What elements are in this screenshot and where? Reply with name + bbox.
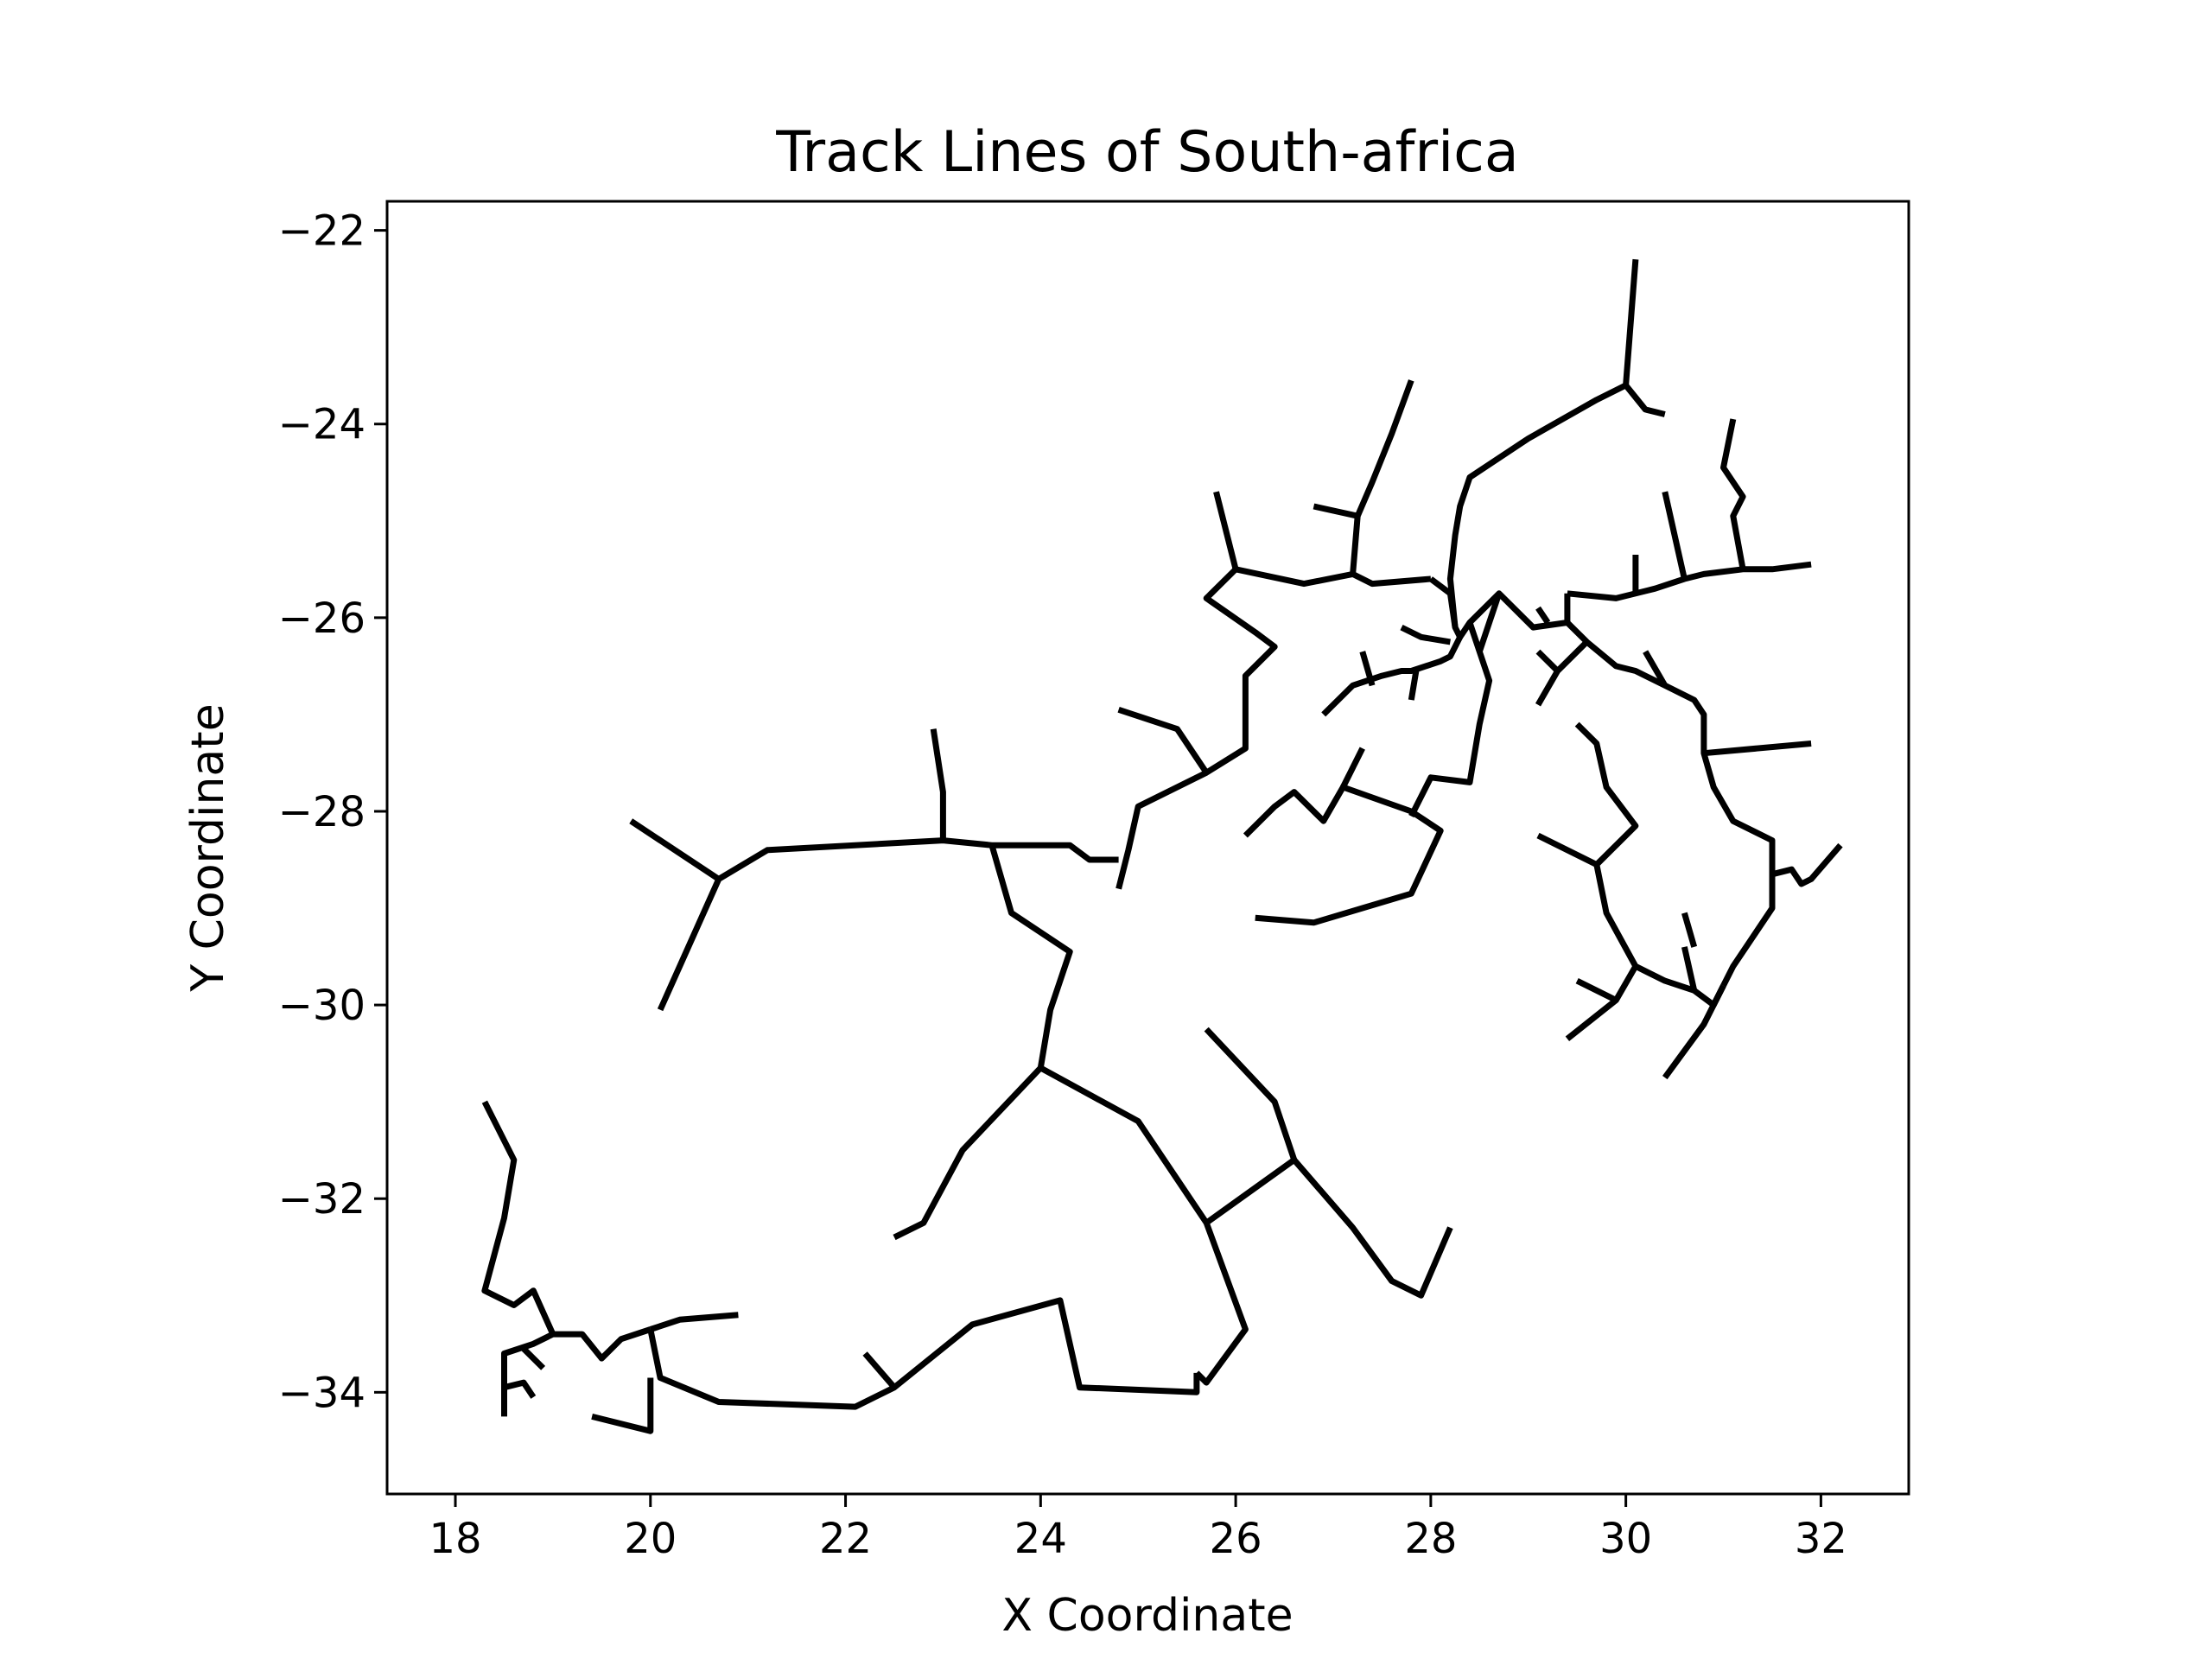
- x-tick-label: 28: [1404, 1515, 1457, 1563]
- track-line-23: [1567, 561, 1812, 601]
- y-tick-label: −30: [278, 982, 365, 1030]
- track-line-46: [1681, 946, 1698, 992]
- track-lines: [481, 258, 1843, 1434]
- track-line-26: [1720, 418, 1746, 570]
- x-tick-label: 30: [1599, 1515, 1652, 1563]
- track-line-16: [1117, 706, 1210, 775]
- track-line-0: [657, 837, 1119, 1012]
- x-tick-label: 26: [1210, 1515, 1262, 1563]
- track-line-13: [503, 1379, 537, 1399]
- track-line-22: [1623, 258, 1639, 386]
- x-tick-label: 22: [819, 1515, 872, 1563]
- track-line-17: [1213, 491, 1239, 570]
- track-line-6: [1292, 1158, 1453, 1299]
- track-line-12: [481, 1100, 556, 1336]
- y-tick-label: −34: [278, 1369, 365, 1417]
- x-axis: 18 20 22 24 26 28 30 32: [429, 1494, 1847, 1563]
- track-line-19: [1313, 503, 1358, 519]
- y-tick-label: −22: [278, 207, 365, 256]
- track-line-11: [501, 1326, 652, 1417]
- track-line-34: [1340, 747, 1365, 789]
- x-tick-label: 20: [624, 1515, 677, 1563]
- track-line-7: [647, 1297, 1200, 1410]
- track-line-8: [862, 1351, 897, 1389]
- y-tick-label: −28: [278, 788, 365, 836]
- track-line-29: [1408, 670, 1420, 701]
- track-line-40: [1535, 649, 1560, 673]
- y-tick-label: −24: [278, 401, 365, 449]
- track-line-32: [1476, 592, 1503, 653]
- track-line-41: [1535, 606, 1551, 625]
- track-line-15: [1116, 566, 1432, 890]
- track-line-35: [1565, 620, 1776, 988]
- track-line-39: [1535, 639, 1589, 707]
- x-tick-label: 24: [1014, 1515, 1067, 1563]
- track-line-38: [1643, 650, 1668, 688]
- x-tick-label: 32: [1795, 1515, 1847, 1563]
- track-line-1: [629, 818, 721, 882]
- x-tick-label: 18: [429, 1515, 481, 1563]
- track-line-21: [1446, 382, 1666, 628]
- track-line-5: [1204, 1027, 1298, 1226]
- track-line-28: [1321, 635, 1463, 717]
- y-tick-label: −32: [278, 1175, 365, 1224]
- track-line-9: [591, 1377, 654, 1434]
- chart-title: Track Lines of South-africa: [775, 120, 1518, 185]
- track-line-42: [1574, 721, 1726, 1008]
- track-line-45: [1575, 977, 1618, 1003]
- track-line-33: [1243, 784, 1444, 926]
- track-line-10: [649, 1312, 739, 1332]
- track-line-37: [1771, 842, 1843, 887]
- track-line-27: [1400, 624, 1451, 645]
- x-axis-label: X Coordinate: [1001, 1590, 1293, 1642]
- track-line-14: [521, 1346, 546, 1370]
- track-line-43: [1536, 832, 1599, 868]
- track-line-30: [1359, 651, 1376, 687]
- track-line-2: [930, 728, 946, 841]
- track-line-44: [1565, 964, 1638, 1042]
- track-line-48: [1662, 984, 1726, 1080]
- track-line-4: [1039, 1065, 1249, 1386]
- track-line-18: [1350, 379, 1414, 575]
- track-line-25: [1662, 491, 1688, 580]
- plot-frame: [385, 200, 1910, 1496]
- track-line-47: [1681, 912, 1698, 948]
- track-line-3: [893, 844, 1073, 1241]
- track-line-36: [1703, 741, 1812, 757]
- y-tick-label: −26: [278, 594, 365, 643]
- y-axis-label: Y Coordinate: [182, 703, 234, 992]
- y-axis: −22 −24 −26 −28 −30 −32 −34: [278, 207, 387, 1417]
